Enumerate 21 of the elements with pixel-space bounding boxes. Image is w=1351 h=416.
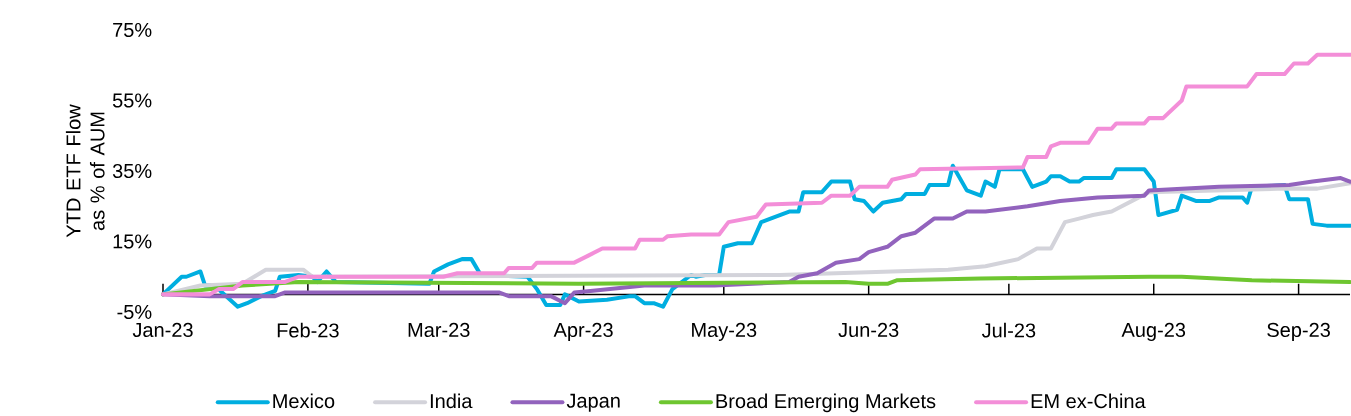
y-tick-label: 75%: [113, 22, 152, 38]
x-tick-label: Jun-23: [838, 322, 899, 338]
legend-label: EM ex-China: [1031, 393, 1146, 409]
x-tick-label: Mar-23: [408, 322, 470, 338]
x-tick-label: Jul-23: [981, 322, 1036, 338]
legend-label: Japan: [566, 393, 620, 412]
y-tick-label: 35%: [112, 163, 152, 179]
x-tick-label: Sep-23: [1267, 322, 1330, 341]
y-axis-title: YTD ETF Flow as % of AUM: [65, 104, 105, 238]
x-tick-label: Jan-23: [132, 322, 193, 338]
x-tick-label: May-23: [692, 322, 757, 341]
legend-label: Mexico: [273, 393, 335, 409]
y-tick-label: -5%: [117, 304, 152, 320]
x-tick-label: Aug-23: [1121, 322, 1186, 341]
legend-label: India: [430, 393, 473, 409]
x-tick-label: Apr-23: [553, 322, 613, 341]
y-tick-label: 55%: [112, 93, 152, 108]
line-series: [161, 52, 1351, 297]
x-tick-label: Feb-23: [277, 322, 339, 338]
y-tick-label: 15%: [113, 234, 152, 249]
legend-label: Broad Emerging Markets: [716, 393, 936, 413]
